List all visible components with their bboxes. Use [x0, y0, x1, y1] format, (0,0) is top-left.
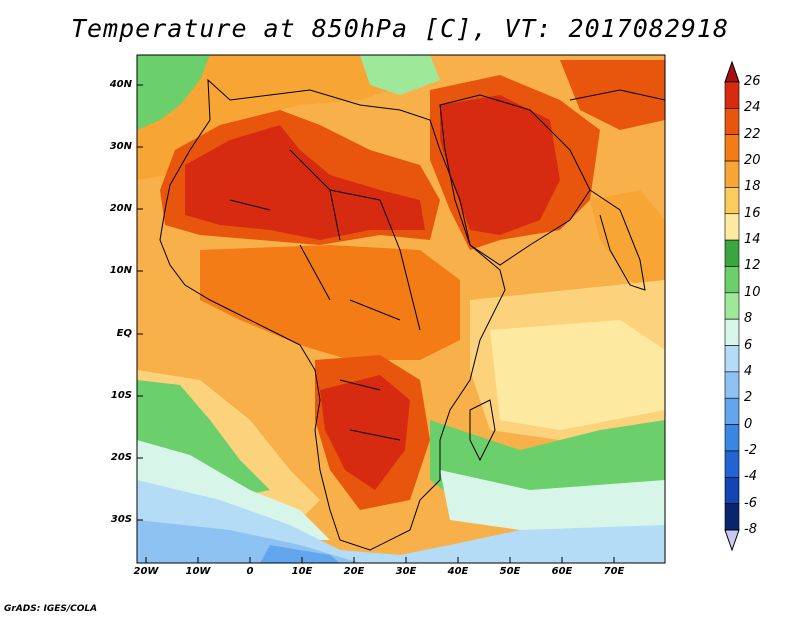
- lon-label: 30E: [395, 566, 417, 577]
- lat-label: 30S: [110, 514, 132, 525]
- lon-label: 0: [246, 566, 254, 577]
- colorbar-swatch: [724, 450, 740, 478]
- colorbar-swatch: [724, 318, 740, 346]
- lat-label: 20N: [109, 203, 132, 214]
- lon-label: 10E: [291, 566, 313, 577]
- colorbar-tick-label: -4: [744, 469, 757, 485]
- lat-label: 20S: [110, 452, 132, 463]
- axis-ticks: [137, 84, 615, 563]
- colorbar-swatch: [724, 292, 740, 320]
- colorbar-tick-label: -6: [744, 495, 757, 511]
- coastlines: [159, 78, 665, 551]
- colorbar-tick-label: 12: [744, 258, 761, 274]
- lat-label: 40N: [109, 79, 132, 90]
- lon-label: 70E: [603, 566, 625, 577]
- colorbar-tick-label: 2: [744, 390, 753, 406]
- lat-label: 30N: [109, 141, 132, 152]
- colorbar-tick-label: 6: [744, 337, 753, 353]
- colorbar-tick-label: 20: [744, 153, 761, 169]
- colorbar-tick-label: 22: [744, 126, 761, 142]
- colorbar-tick-label: 14: [744, 232, 761, 248]
- arabia-hot: [440, 95, 560, 235]
- temperature-field: [137, 55, 665, 563]
- colorbar-tick-label: 18: [744, 179, 761, 195]
- colorbar-top-arrow: [724, 60, 740, 83]
- lat-label: 10N: [109, 265, 132, 276]
- lon-label: 10W: [185, 566, 211, 577]
- colorbar-swatch: [724, 134, 740, 162]
- colorbar-tick-label: 26: [744, 74, 761, 89]
- colorbar-swatch: [724, 108, 740, 136]
- colorbar: [724, 60, 740, 552]
- lat-label: 10S: [110, 390, 132, 401]
- grads-credit: GrADS: IGES/COLA: [4, 604, 98, 614]
- colorbar-swatch: [724, 81, 740, 109]
- lon-label: 50E: [499, 566, 521, 577]
- colorbar-tick-label: -2: [744, 442, 757, 458]
- lon-label: 20W: [133, 566, 159, 577]
- lat-label: EQ: [116, 328, 132, 339]
- colorbar-swatch: [724, 213, 740, 241]
- colorbar-tick-label: 10: [744, 284, 761, 300]
- colorbar-tick-label: 16: [744, 205, 761, 221]
- colorbar-tick-label: -8: [744, 522, 757, 537]
- colorbar-swatch: [724, 345, 740, 373]
- colorbar-tick-label: 0: [744, 416, 753, 432]
- colorbar-tick-label: 4: [744, 363, 753, 379]
- colorbar-tick-label: 8: [744, 311, 753, 327]
- map-frame: [136, 54, 666, 564]
- colorbar-swatch: [724, 187, 740, 215]
- colorbar-swatch: [724, 503, 740, 531]
- atlantic-cool-patch: [137, 55, 210, 130]
- sahara-hot: [185, 125, 425, 240]
- colorbar-swatch: [724, 476, 740, 504]
- colorbar-tick-label: 24: [744, 100, 761, 116]
- colorbar-bottom-arrow: [724, 529, 740, 552]
- lon-label: 20E: [343, 566, 365, 577]
- colorbar-swatch: [724, 424, 740, 452]
- colorbar-swatch: [724, 266, 740, 294]
- colorbar-swatch: [724, 371, 740, 399]
- lon-label: 60E: [551, 566, 573, 577]
- colorbar-swatch: [724, 160, 740, 188]
- colorbar-swatch: [724, 239, 740, 267]
- map-title: Temperature at 850hPa [C], VT: 201708291…: [70, 14, 730, 43]
- colorbar-swatch: [724, 397, 740, 425]
- lon-label: 40E: [447, 566, 469, 577]
